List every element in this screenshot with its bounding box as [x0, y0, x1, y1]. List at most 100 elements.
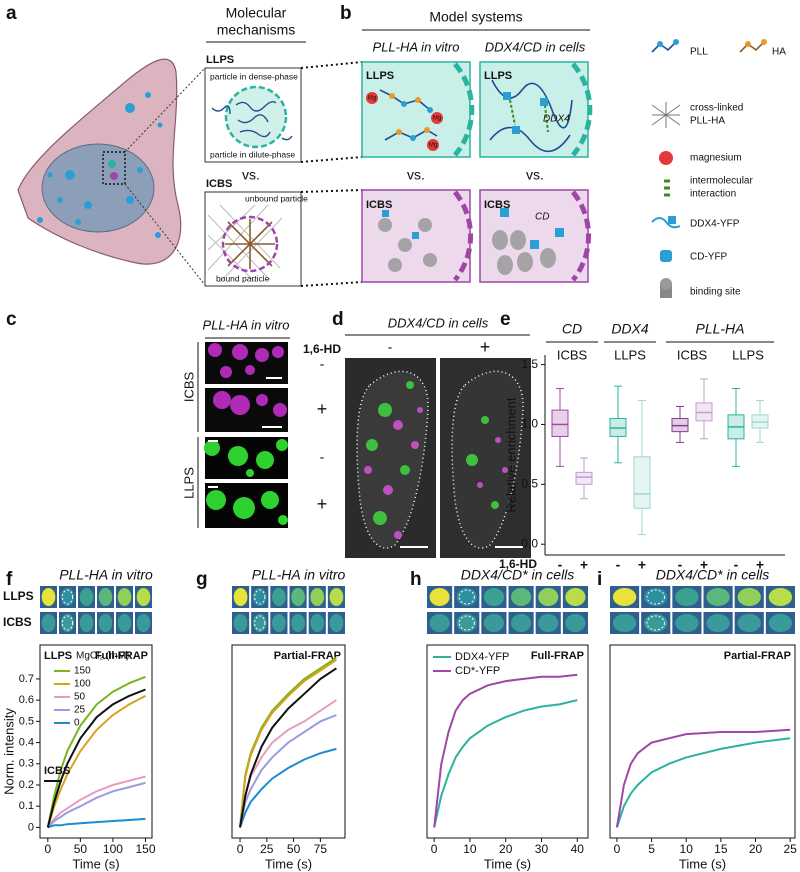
x-axis-label: Time (s)	[679, 856, 726, 871]
frap-droplet	[136, 588, 151, 606]
nucleus	[41, 143, 155, 233]
box-title: LLPS	[484, 70, 512, 82]
bleach-region	[458, 615, 475, 631]
x-tick-label: 75	[314, 842, 328, 856]
interactions	[509, 99, 549, 133]
bleach-region	[646, 615, 665, 631]
sign-label: -	[388, 339, 393, 355]
legend-label: DDX4-YFP	[455, 651, 509, 663]
y-tick-label: 1.0	[521, 417, 538, 431]
icbs-region	[221, 215, 279, 273]
x-tick-label: 5	[648, 842, 655, 856]
sign-label: -	[320, 449, 325, 465]
box-title: ICBS	[366, 199, 392, 211]
frap-droplet	[310, 614, 325, 632]
legend-label: magnesium	[690, 153, 742, 164]
frap-droplet	[310, 588, 325, 606]
frap-droplet	[272, 588, 286, 606]
box-title: ICBS	[484, 199, 510, 211]
connector	[300, 61, 363, 69]
legend-icons	[651, 39, 767, 298]
y-tick-label: 0.2	[19, 779, 34, 791]
frap-droplet	[117, 614, 132, 632]
panel-title: DDX4/CD in cells	[388, 315, 489, 330]
frap-droplet	[329, 614, 344, 632]
legend-label: interaction	[690, 189, 736, 200]
bound-particles	[382, 208, 564, 249]
zoom-line	[124, 67, 206, 153]
zoom-line	[124, 183, 206, 286]
frap-droplet	[644, 614, 668, 632]
panel-label: i	[597, 569, 602, 590]
frap-droplet	[565, 588, 586, 606]
y-axis-label: Relative enrichment	[503, 397, 518, 512]
x-tick-label: 100	[103, 842, 123, 856]
phase-boundary	[453, 190, 474, 282]
condensate-llps	[108, 160, 116, 168]
frap-droplet	[79, 614, 94, 632]
frap-curve	[47, 775, 146, 829]
plot-frame	[39, 644, 153, 839]
plot-frame	[426, 644, 589, 839]
frap-droplet	[483, 588, 504, 606]
legend-label: 150	[74, 666, 91, 677]
box	[575, 471, 593, 485]
frap-curve	[46, 675, 146, 828]
panel-title: PLL-HA in vitro	[203, 317, 290, 332]
x-tick-label: 50	[74, 842, 88, 856]
legend-label: intermolecular	[690, 176, 753, 187]
mg-label: Mg	[368, 96, 376, 102]
frap-droplet	[483, 614, 504, 632]
panel-label: b	[340, 3, 352, 24]
box	[551, 409, 569, 437]
sign-label: -	[320, 356, 325, 372]
x-tick-label: 10	[680, 842, 694, 856]
legend-label: HA	[772, 47, 786, 58]
x-tick-label: 50	[287, 842, 301, 856]
annotation: Partial-FRAP	[274, 650, 341, 662]
legend-label: 25	[74, 705, 86, 716]
y-tick-label: 1.5	[521, 357, 538, 371]
frap-curve	[615, 728, 791, 828]
frap-curve	[239, 667, 337, 828]
annotation: Full-FRAP	[95, 650, 148, 662]
row-label: LLPS	[181, 467, 196, 499]
x-tick-label: +	[638, 557, 646, 573]
frap-curve	[239, 658, 337, 828]
magnesium	[366, 92, 443, 151]
frap-droplet	[117, 588, 132, 606]
frap-droplet	[136, 614, 151, 632]
annotation: unbound particle	[245, 193, 308, 203]
annotation: Full-FRAP	[531, 650, 584, 662]
connector	[300, 281, 363, 287]
legend-label: CD-YFP	[690, 252, 728, 263]
frap-droplet	[456, 614, 477, 632]
ddx4-droplets	[366, 381, 499, 525]
frap-curve	[433, 673, 578, 828]
row-label: ICBS	[3, 615, 32, 629]
panel-title: DDX4/CD* in cells	[461, 567, 575, 583]
frap-droplet	[612, 588, 637, 606]
legend-subtitle: MgCl₂ (mM)	[76, 651, 129, 662]
frap-droplet	[706, 614, 730, 632]
box-title: LLPS	[206, 54, 234, 66]
ddx4	[503, 92, 548, 134]
box	[633, 456, 651, 509]
x-axis-title: 1,6-HD	[499, 557, 537, 571]
x-axis-label: Time (s)	[265, 856, 312, 871]
frap-droplet	[768, 614, 793, 632]
legend-label: PLL-HA	[690, 116, 725, 127]
y-tick-label: 0.3	[19, 758, 34, 770]
vs-label: vs.	[526, 167, 544, 183]
frap-droplet	[233, 588, 248, 606]
binding-sites	[378, 218, 556, 275]
legend-label: DDX4-YFP	[690, 219, 740, 230]
connector	[300, 156, 363, 163]
frap-curve	[47, 817, 146, 829]
x-tick-label: 40	[571, 842, 585, 856]
sign-label: +	[317, 399, 328, 419]
header: Molecular	[226, 5, 287, 21]
y-tick-label: 0.1	[19, 800, 34, 812]
group-label: PLL-HA	[695, 321, 744, 337]
